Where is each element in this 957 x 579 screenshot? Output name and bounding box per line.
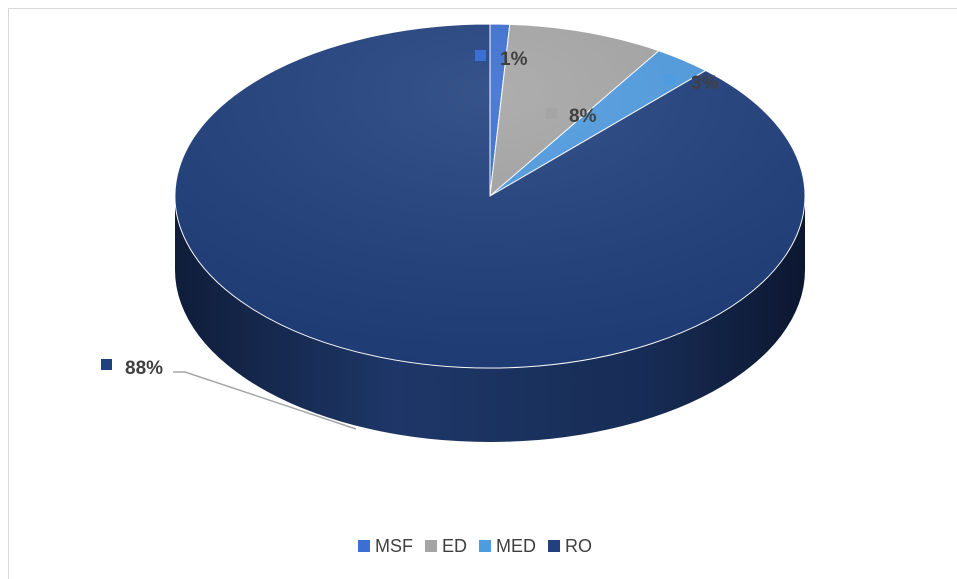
data-label-ed: 8% — [569, 106, 597, 127]
legend-swatch-ed — [425, 540, 437, 552]
data-label-marker-ed — [546, 108, 557, 119]
legend-swatch-ro — [548, 540, 561, 552]
legend-label-ro: RO — [565, 536, 592, 556]
data-label-ro: 88% — [125, 358, 163, 379]
legend-label-ed: ED — [442, 536, 467, 556]
data-label-msf: 1% — [500, 49, 528, 70]
data-label-marker-msf — [475, 50, 486, 61]
legend-swatch-msf — [358, 540, 370, 552]
data-label-marker-ro — [101, 359, 112, 370]
pie-side-wall — [175, 196, 805, 442]
data-label-marker-med — [664, 74, 675, 85]
legend-label-med: MED — [496, 536, 536, 556]
legend-swatch-med — [479, 540, 492, 552]
legend-label-msf: MSF — [375, 536, 413, 556]
data-label-med: 3% — [691, 73, 719, 94]
leader-line-ro — [173, 371, 357, 430]
